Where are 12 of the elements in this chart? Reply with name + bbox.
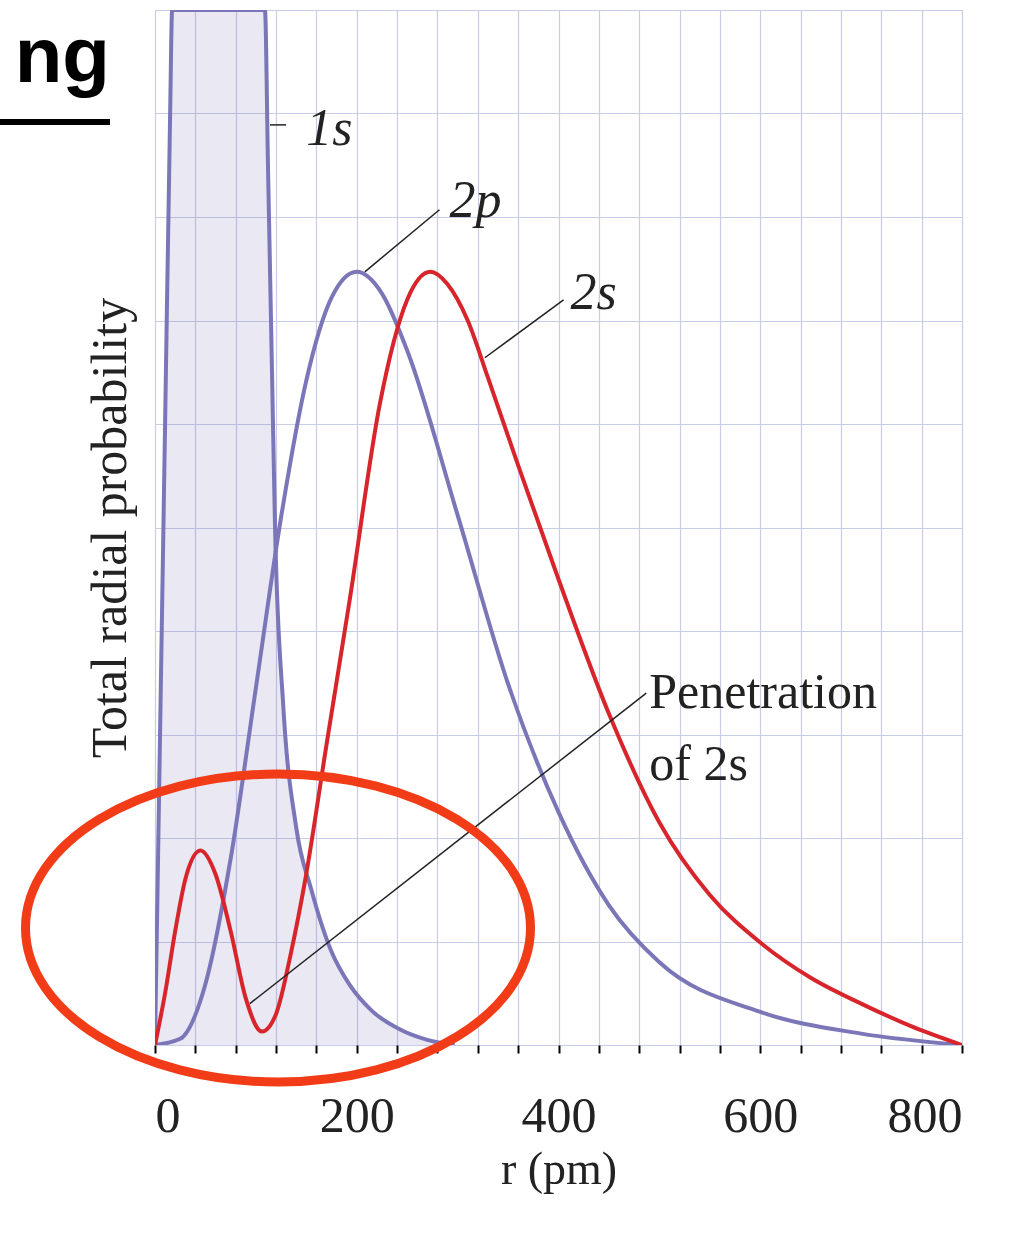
series-label: 1s <box>306 99 353 157</box>
x-tick-label: 800 <box>887 1086 963 1143</box>
text: ng <box>14 11 110 99</box>
x-axis-title: r (pm) <box>500 1142 618 1194</box>
x-tick-label: 600 <box>723 1086 799 1143</box>
x-tick-label: 200 <box>319 1086 395 1143</box>
annotation: Penetration of 2s <box>649 663 878 792</box>
series-label: 2p <box>449 171 502 229</box>
series-label: 2s <box>570 262 617 320</box>
y-axis-title: Total radial probability <box>80 297 137 759</box>
x-tick-label: 400 <box>521 1086 597 1143</box>
x-tick-label: 0 <box>155 1086 181 1143</box>
